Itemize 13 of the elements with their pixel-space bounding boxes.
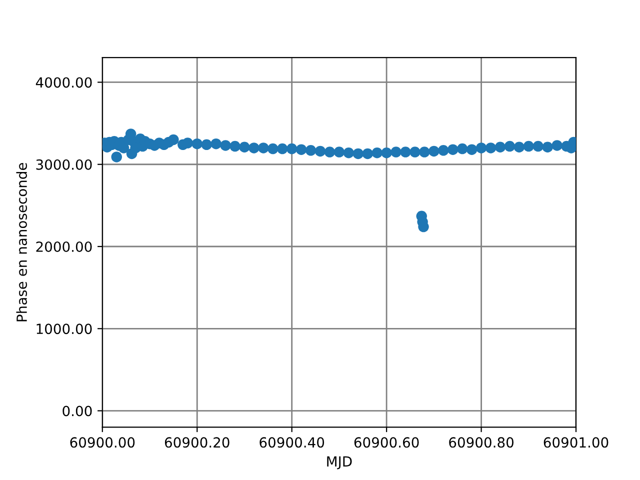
- y-tick-label: 4000.00: [36, 77, 92, 88]
- x-tick-label: 60900.60: [354, 437, 419, 448]
- x-tick-label: 60900.40: [260, 437, 324, 448]
- x-axis-title: MJD: [327, 456, 352, 470]
- y-tick-label: 1000.00: [36, 324, 92, 334]
- y-axis-title: Phase en nanoseconde: [16, 162, 27, 322]
- y-tick-label: 0.00: [62, 406, 92, 416]
- y-tick-label: 3000.00: [36, 159, 92, 170]
- x-tick-label: 60900.20: [164, 437, 230, 448]
- x-tick-label: 60901.00: [544, 437, 608, 448]
- x-tick-label: 60900.80: [449, 437, 514, 448]
- x-tick-label: 60900.00: [70, 437, 135, 448]
- y-tick-label: 2000.00: [36, 241, 92, 252]
